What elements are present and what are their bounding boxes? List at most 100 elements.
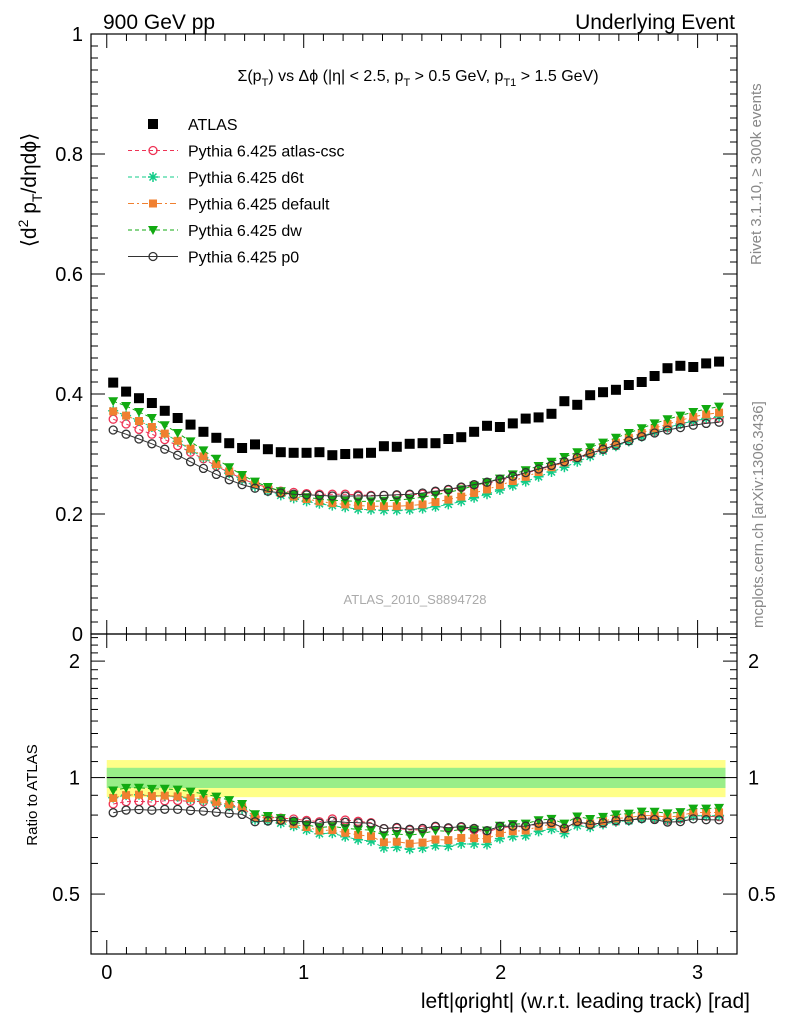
series-pythia-6-425-d6t-ratio-point	[443, 841, 454, 852]
series-pythia-6-425-d6t-ratio-point	[494, 833, 505, 844]
series-pythia-6-425-dw-ratio-point	[520, 819, 531, 829]
series-pythia-6-425-dw-point	[146, 414, 157, 423]
series-pythia-6-425-dw-ratio-point	[714, 803, 725, 813]
series-pythia-6-425-dw-ratio-point	[340, 824, 351, 834]
series-pythia-6-425-d6t-point	[520, 476, 531, 487]
series-pythia-6-425-p0-ratio-point	[392, 822, 402, 833]
series-pythia-6-425-p0-point	[572, 452, 582, 463]
series-pythia-6-425-p0-point	[495, 474, 505, 484]
series-pythia-6-425-dw-point	[623, 429, 634, 438]
series-pythia-6-425-default-point	[470, 489, 479, 497]
series-atlas-point	[507, 418, 518, 429]
x-tick-labels: 0 1 2 3	[101, 962, 703, 984]
series-pythia-6-425-default-ratio-point	[470, 834, 479, 843]
series-pythia-6-425-p0-ratio-point	[533, 818, 544, 828]
series-atlas-point	[662, 363, 673, 374]
series-pythia-6-425-dw-ratio-point	[391, 830, 402, 840]
series-pythia-6-425-d6t-point	[714, 411, 725, 422]
series-pythia-6-425-default-ratio-point	[457, 833, 466, 842]
series-pythia-6-425-d6t-point	[701, 413, 712, 424]
series-pythia-6-425-default-ratio-point	[199, 795, 208, 804]
series-pythia-6-425-p0-ratio-point	[263, 816, 273, 826]
series-pythia-6-425-default-ratio-point	[354, 830, 363, 839]
series-pythia-6-425-p0-point	[611, 440, 621, 450]
series-pythia-6-425-default-ratio-point	[379, 838, 388, 847]
series-pythia-6-425-p0-ratio-point	[108, 808, 118, 818]
series-pythia-6-425-p0-ratio-point	[572, 816, 582, 827]
series-pythia-6-425-dw-ratio-point	[250, 810, 261, 820]
series-pythia-6-425-default-point	[702, 410, 711, 419]
series-pythia-6-425-p0-ratio-point	[250, 817, 260, 827]
series-pythia-6-425-p0-ratio-point	[585, 819, 595, 830]
series-pythia-6-425-dw-ratio-point	[701, 804, 712, 814]
series-pythia-6-425-p0-ratio-point	[314, 818, 325, 828]
series-pythia-6-425-default-point	[418, 500, 427, 509]
ratio-y-axis-label: Ratio to ATLAS	[24, 744, 41, 845]
series-pythia-6-425-p0-ratio-point	[714, 815, 724, 825]
series-pythia-6-425-p0-ratio-point	[185, 805, 196, 816]
series-pythia-6-425-dw-ratio-point	[623, 809, 634, 819]
series-pythia-6-425-dw-point	[108, 397, 119, 407]
series-atlas-point	[572, 399, 583, 410]
series-pythia-6-425-p0-ratio-point	[546, 817, 557, 828]
legend-pythia-6-425-p0-marker	[148, 251, 158, 262]
series-atlas-point	[649, 371, 660, 381]
legend-pythia-6-425-d6t-label: Pythia 6.425 d6t	[188, 170, 304, 187]
series-pythia-6-425-p0-ratio-point	[559, 823, 570, 833]
series-pythia-6-425-p0-point	[546, 460, 557, 471]
series-pythia-6-425-d6t-point	[417, 503, 428, 514]
series-pythia-6-425-atlas-csc-point	[108, 414, 118, 424]
series-pythia-6-425-p0-point	[675, 422, 686, 433]
series-pythia-6-425-default-ratio-point	[547, 820, 556, 829]
series-pythia-6-425-default-point	[715, 408, 724, 417]
series-pythia-6-425-p0-ratio-point	[301, 817, 312, 827]
series-pythia-6-425-p0-point	[688, 420, 698, 430]
series-pythia-6-425-dw-point	[598, 438, 609, 448]
series-pythia-6-425-p0-point	[521, 467, 531, 478]
series-pythia-6-425-dw-point	[224, 463, 235, 473]
series-pythia-6-425-p0-point	[714, 417, 724, 427]
series-pythia-6-425-p0-point	[108, 425, 118, 435]
series-pythia-6-425-default-point	[109, 407, 118, 416]
series-pythia-6-425-p0-ratio-point	[624, 815, 634, 825]
series-pythia-6-425-p0-ratio-point	[456, 821, 466, 832]
series-pythia-6-425-p0-ratio-point	[366, 818, 376, 828]
series-atlas-point	[250, 439, 261, 450]
series-pythia-6-425-default-point	[186, 444, 195, 453]
series-pythia-6-425-d6t-ratio-point	[456, 838, 467, 849]
series-atlas-point	[714, 356, 725, 367]
ratio-y-tick-label: 2	[69, 651, 80, 673]
series-pythia-6-425-dw-ratio-point	[353, 825, 364, 835]
series-pythia-6-425-default-point	[122, 411, 131, 420]
series-atlas-point	[366, 447, 377, 458]
series-pythia-6-425-default-ratio-point	[483, 834, 492, 843]
series-pythia-6-425-default-ratio-point	[508, 827, 517, 836]
legend-pythia-6-425-atlas-csc-marker	[148, 145, 158, 156]
series-atlas-point	[340, 449, 351, 459]
y-tick-label: 0.4	[55, 384, 83, 406]
series-pythia-6-425-p0-point	[263, 486, 273, 496]
series-pythia-6-425-p0-point	[340, 491, 350, 501]
series-pythia-6-425-p0-point	[353, 491, 363, 501]
ratio-y-tick-label-right: 0.5	[748, 884, 776, 906]
series-pythia-6-425-d6t-ratio-point	[482, 839, 492, 850]
series-pythia-6-425-p0-point	[289, 489, 299, 499]
series-pythia-6-425-p0-point	[417, 488, 428, 498]
series-atlas-point	[327, 450, 338, 461]
series-pythia-6-425-p0-ratio-point	[276, 815, 286, 825]
series-pythia-6-425-p0-ratio-point	[469, 823, 479, 834]
series-pythia-6-425-default-point	[547, 463, 556, 472]
series-pythia-6-425-default-ratio-point	[431, 835, 440, 844]
series-atlas-point	[494, 422, 505, 432]
series-pythia-6-425-dw-point	[288, 490, 299, 500]
series-atlas-point	[482, 420, 493, 431]
series-pythia-6-425-dw-point	[237, 471, 248, 480]
series-pythia-6-425-d6t-ratio-point	[404, 844, 415, 855]
series-pythia-6-425-p0-point	[276, 488, 286, 498]
series-pythia-6-425-default-point	[160, 429, 169, 438]
series-atlas-point	[275, 447, 286, 458]
series-atlas-point	[185, 419, 196, 430]
series-pythia-6-425-default-ratio-point	[367, 832, 376, 841]
series-pythia-6-425-dw-point	[662, 415, 673, 425]
